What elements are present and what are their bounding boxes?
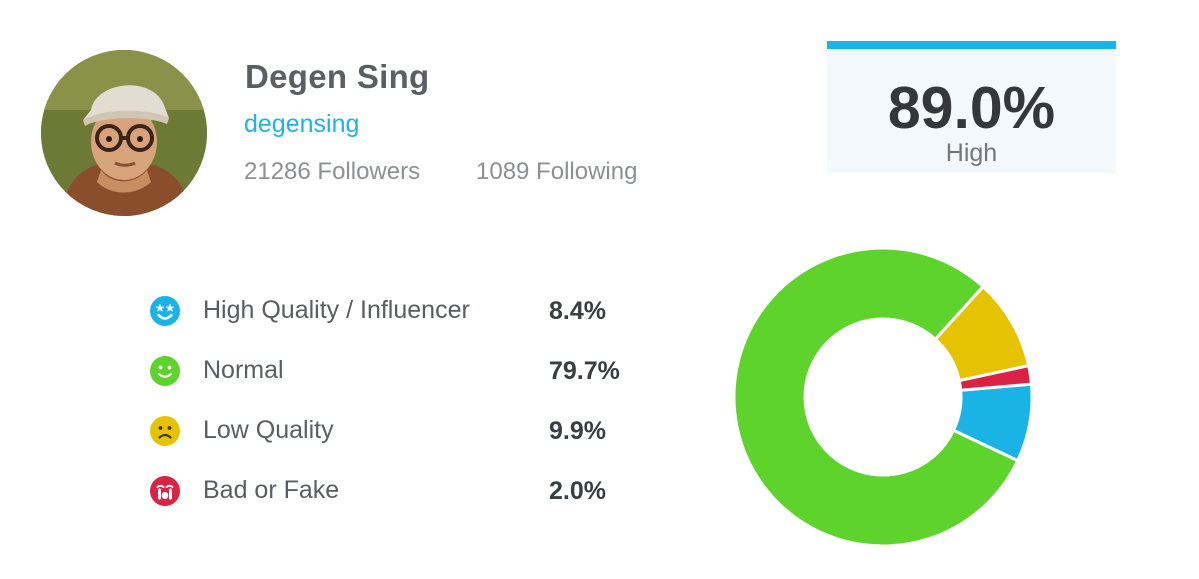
- legend-value: 79.7%: [549, 357, 620, 385]
- score-value: 89.0%: [887, 75, 1056, 141]
- avatar-illustration: [41, 50, 207, 216]
- legend-label: Bad or Fake: [203, 476, 340, 504]
- donut-slice-bad-or-fake: [957, 363, 1034, 392]
- profile-handle-link[interactable]: degensing: [244, 110, 360, 138]
- legend-value: 2.0%: [549, 477, 606, 505]
- donut-slice-low-quality: [933, 284, 1031, 383]
- legend-value: 9.9%: [549, 417, 606, 445]
- sad-face-icon: [150, 416, 180, 446]
- legend-item-low-quality: Low Quality 9.9%: [150, 410, 630, 450]
- avatar: [41, 50, 207, 216]
- donut-chart: [735, 246, 1034, 548]
- star-eyes-face-icon: [150, 296, 180, 326]
- legend-item-normal: Normal 79.7%: [150, 350, 630, 390]
- followers-count: 21286 Followers: [244, 158, 421, 185]
- legend-label: Low Quality: [203, 416, 334, 444]
- smile-face-icon: [150, 356, 180, 386]
- score-label: High: [945, 139, 998, 167]
- legend-label: Normal: [203, 356, 284, 384]
- legend-item-bad-or-fake: Bad or Fake 2.0%: [150, 470, 630, 510]
- legend-item-high-quality: High Quality / Influencer 8.4%: [150, 290, 630, 330]
- legend-label: High Quality / Influencer: [203, 296, 470, 324]
- legend-value: 8.4%: [549, 297, 606, 325]
- profile-name: Degen Sing: [245, 58, 430, 95]
- following-count: 1089 Following: [476, 158, 638, 185]
- donut-slice-normal: [735, 246, 1020, 548]
- crying-face-icon: [150, 476, 180, 506]
- score-card: 89.0% High: [827, 41, 1116, 173]
